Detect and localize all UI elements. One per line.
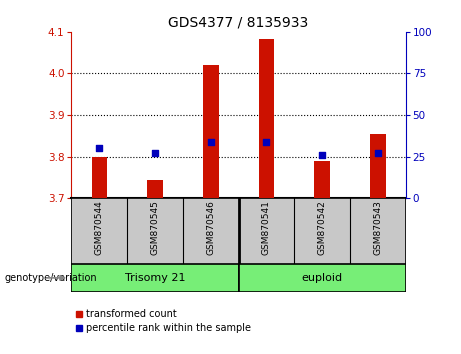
- Point: [374, 150, 382, 156]
- Legend: transformed count, percentile rank within the sample: transformed count, percentile rank withi…: [77, 309, 251, 333]
- Text: GSM870543: GSM870543: [373, 200, 382, 255]
- Bar: [370, 134, 385, 198]
- Text: GSM870541: GSM870541: [262, 200, 271, 255]
- Point: [151, 150, 159, 156]
- Text: euploid: euploid: [301, 273, 343, 283]
- Text: GSM870544: GSM870544: [95, 200, 104, 255]
- Text: GSM870542: GSM870542: [318, 200, 327, 255]
- Bar: [314, 161, 330, 198]
- Bar: [238, 264, 406, 292]
- Bar: [91, 157, 107, 198]
- Text: genotype/variation: genotype/variation: [5, 273, 97, 283]
- Bar: [71, 264, 239, 292]
- Point: [207, 139, 214, 144]
- Point: [319, 152, 326, 158]
- Bar: [259, 39, 274, 198]
- Bar: [147, 179, 163, 198]
- Bar: [203, 65, 219, 198]
- Point: [95, 145, 103, 151]
- Text: Trisomy 21: Trisomy 21: [125, 273, 185, 283]
- Text: GSM870545: GSM870545: [150, 200, 160, 255]
- Title: GDS4377 / 8135933: GDS4377 / 8135933: [168, 15, 309, 29]
- Text: GSM870546: GSM870546: [206, 200, 215, 255]
- Point: [263, 139, 270, 144]
